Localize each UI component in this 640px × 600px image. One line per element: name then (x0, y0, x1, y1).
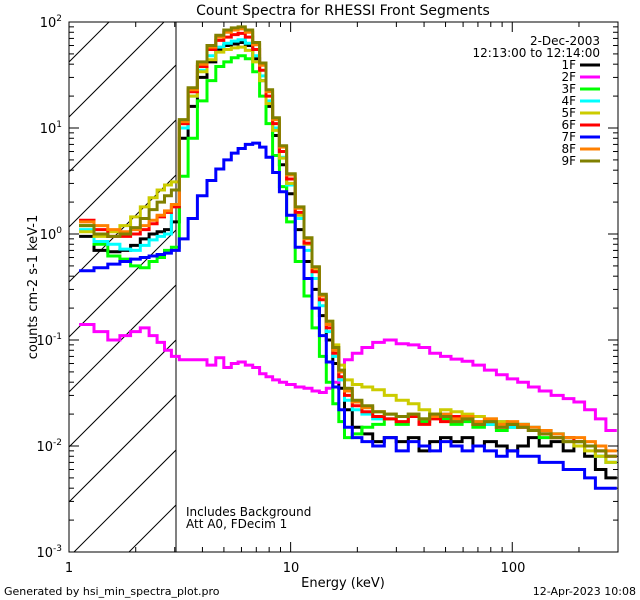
annotation-attenuator: Att A0, FDecim 1 (186, 517, 287, 531)
legend-label-6F: 6F (561, 118, 576, 132)
excluded-region (69, 22, 176, 552)
legend-label-8F: 8F (561, 142, 576, 156)
hatch-line (69, 64, 176, 173)
hatch-line (69, 284, 176, 393)
legend-label-1F: 1F (561, 58, 576, 72)
hatch-line (69, 339, 176, 448)
y-tick-base: 10 (40, 122, 57, 137)
hatch-line (69, 22, 165, 118)
hatch-line (69, 229, 176, 338)
legend-label-4F: 4F (561, 94, 576, 108)
legend: 2-Dec-2003 12:13:00 to 12:14:00 1F2F3F4F… (473, 34, 600, 168)
y-tick-base: 10 (40, 228, 57, 243)
y-tick-base: 10 (36, 334, 53, 349)
annotation-background: Includes Background (186, 505, 311, 519)
y-axis-label: counts cm-2 s-1 keV-1 (26, 215, 41, 360)
legend-label-7F: 7F (561, 130, 576, 144)
legend-date: 2-Dec-2003 (530, 34, 600, 48)
y-tick-exp: -2 (53, 438, 62, 448)
y-tick-exp: 0 (56, 226, 62, 236)
x-tick-label-1: 1 (65, 561, 73, 576)
y-tick-label: 10-1 (36, 332, 62, 349)
y-tick-label: 10-3 (36, 544, 62, 561)
legend-label-3F: 3F (561, 82, 576, 96)
y-tick-exp: 1 (56, 120, 62, 130)
y-tick-exp: 2 (56, 14, 62, 24)
y-tick-base: 10 (36, 440, 53, 455)
chart-title: Count Spectra for RHESSI Front Segments (196, 3, 490, 19)
hatch-line (69, 119, 176, 228)
footer-generator: Generated by hsi_min_spectra_plot.pro (4, 585, 220, 598)
x-tick-label-100: 100 (501, 561, 526, 576)
y-tick-label: 10-2 (36, 438, 62, 455)
x-tick-label-10: 10 (283, 561, 300, 576)
hatch-line (73, 449, 176, 552)
axis-ticks (68, 21, 619, 553)
series-line-7F (79, 141, 617, 490)
y-tick-base: 10 (36, 546, 53, 561)
y-tick-label: 100 (40, 226, 63, 243)
legend-label-9F: 9F (561, 154, 576, 168)
hatch-line (69, 394, 176, 503)
series-line-1F (79, 41, 617, 480)
series-line-9F (79, 25, 617, 458)
y-tick-exp: -3 (53, 544, 62, 554)
series-line-6F (79, 31, 617, 458)
footer-timestamp: 12-Apr-2023 10:08 (533, 585, 636, 598)
hatch-line (69, 174, 176, 283)
x-axis-label: Energy (keV) (301, 576, 385, 591)
y-tick-labels: 10-3 10-2 10-1 100 101 102 (36, 14, 62, 561)
legend-label-5F: 5F (561, 106, 576, 120)
plot-frame (68, 21, 619, 553)
y-tick-base: 10 (40, 16, 57, 31)
series-line-4F (79, 38, 617, 464)
legend-time-range: 12:13:00 to 12:14:00 (473, 46, 600, 60)
y-tick-label: 101 (40, 120, 62, 137)
series-layer (79, 25, 617, 490)
series-line-2F (79, 323, 617, 432)
y-tick-exp: -1 (53, 332, 62, 342)
legend-label-2F: 2F (561, 70, 576, 84)
y-tick-label: 102 (40, 14, 62, 31)
